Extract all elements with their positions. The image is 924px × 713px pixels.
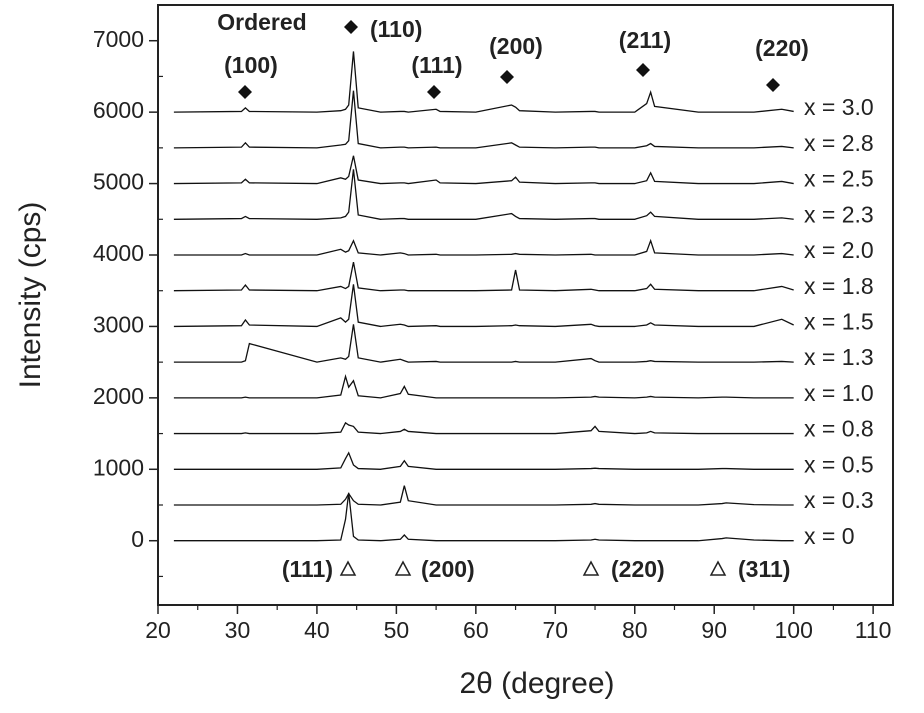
diamond [344,20,358,34]
legend-label: x = 1.3 [804,344,874,370]
peak-label: (110) [370,16,422,42]
legend-label: x = 2.3 [804,201,874,227]
legend-label: x = 0.5 [804,451,874,477]
xrd-trace [173,492,794,542]
diamond [500,70,514,84]
x-axis-label: 2θ (degree) [459,667,614,700]
legend-label: x = 1.0 [804,380,874,406]
xrd-trace [173,169,794,220]
legend-label: x = 0.8 [804,416,874,442]
peak-label: (220) [611,556,665,582]
legend-label: x = 2.5 [804,166,874,192]
xrd-trace [173,51,794,113]
peak-label: (200) [421,556,475,582]
peak-label: (100) [224,52,278,78]
peak-label: (311) [738,556,790,582]
x-tick-label: 40 [304,617,330,643]
y-axis-label: Intensity (cps) [14,202,47,389]
legend-label: x = 1.5 [804,309,874,335]
triangle [709,560,727,576]
peak-label: (111) [282,556,333,582]
triangle [339,560,357,576]
x-tick-label: 60 [463,617,489,643]
legend-label: x = 0.3 [804,487,874,513]
legend-label: x = 2.8 [804,130,874,156]
xrd-trace [173,238,794,256]
y-tick-label: 3000 [93,312,144,338]
y-tick-label: 4000 [93,240,144,266]
x-tick-label: 110 [855,617,892,643]
triangle [582,560,600,576]
legend-label: x = 3.0 [804,94,874,120]
xrd-trace [173,155,794,185]
ordered-label: Ordered [217,9,306,35]
legend-label: x = 1.8 [804,273,874,299]
x-tick-label: 90 [701,617,727,643]
diamond [238,85,252,99]
plot-frame [157,4,894,606]
peak-label: (200) [489,33,543,59]
diamond [427,85,441,99]
xrd-trace [173,373,794,399]
x-tick-label: 100 [774,617,812,643]
xrd-trace [173,262,794,292]
xrd-trace [173,421,794,435]
xrd-trace [173,451,794,470]
xrd-trace [173,485,794,506]
triangle [394,560,412,576]
triangle-markers [339,560,727,576]
y-tick-label: 0 [131,526,144,552]
y-tick-label: 2000 [93,383,144,409]
y-tick-label: 1000 [93,454,144,480]
diamond-markers [238,20,780,99]
peak-label: (111) [411,52,462,78]
legend-label: x = 2.0 [804,237,874,263]
peak-label: (211) [619,27,671,53]
x-tick-label: 70 [543,617,569,643]
peak-label: (220) [755,35,809,61]
y-tick-label: 5000 [93,169,144,195]
xrd-trace [173,90,794,149]
x-tick-label: 30 [225,617,251,643]
xrd-trace [173,324,794,363]
x-tick-label: 80 [622,617,648,643]
x-tick-label: 50 [384,617,410,643]
x-tick-label: 20 [145,617,171,643]
diamond [636,63,650,77]
xrd-trace [173,284,794,328]
diamond [766,78,780,92]
y-tick-label: 7000 [93,26,144,52]
legend-label: x = 0 [804,523,855,549]
y-tick-label: 6000 [93,97,144,123]
